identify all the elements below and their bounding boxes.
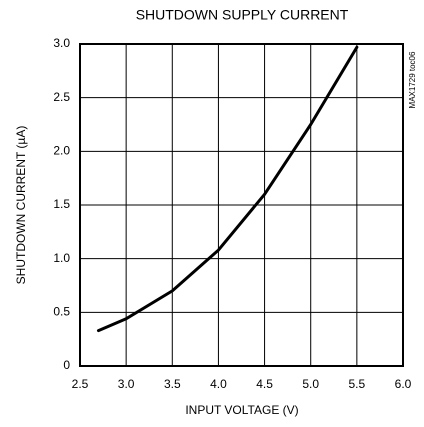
x-tick-label: 5.5	[349, 377, 366, 391]
x-axis-label: INPUT VOLTAGE (V)	[185, 403, 298, 417]
x-tick-label: 6.0	[395, 377, 412, 391]
x-tick-label: 4.5	[256, 377, 273, 391]
annotation: MAX1729 toc06	[408, 51, 417, 108]
x-tick-label: 2.5	[72, 377, 89, 391]
plot-frame	[79, 43, 404, 367]
y-tick-label: 1.5	[53, 197, 70, 211]
x-tick-label: 4.0	[210, 377, 227, 391]
y-tick-label: 0.5	[53, 305, 70, 319]
y-tick-label: 3.0	[53, 36, 70, 50]
y-tick-label: 0	[63, 358, 70, 372]
y-axis-label: SHUTDOWN CURRENT (µA)	[14, 126, 28, 285]
x-tick-label: 3.5	[164, 377, 181, 391]
y-tick-label: 2.0	[53, 144, 70, 158]
data-line	[96, 45, 359, 333]
y-tick-label: 1.0	[53, 251, 70, 265]
x-tick-label: 3.0	[118, 377, 135, 391]
x-tick-label: 5.0	[302, 377, 319, 391]
y-tick-label: 2.5	[53, 90, 70, 104]
chart-title: SHUTDOWN SUPPLY CURRENT	[136, 7, 349, 23]
